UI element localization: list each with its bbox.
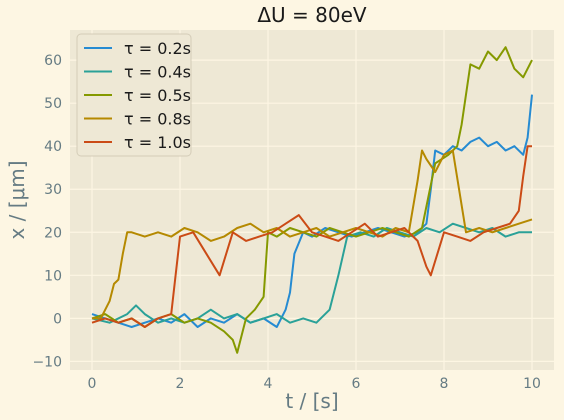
x-tick-label: 6	[352, 376, 361, 392]
x-tick-label: 0	[88, 376, 97, 392]
y-tick-label: 10	[44, 268, 62, 284]
y-tick-label: 20	[44, 225, 62, 241]
chart-title: ΔU = 80eV	[257, 3, 367, 27]
y-tick-label: 0	[53, 311, 62, 327]
y-tick-label: 60	[44, 53, 62, 69]
legend-box	[76, 33, 192, 157]
legend-label-3: τ = 0.8s	[124, 110, 191, 129]
legend-label-2: τ = 0.5s	[124, 86, 191, 105]
x-tick-label: 10	[523, 376, 541, 392]
legend-label-1: τ = 0.4s	[124, 63, 191, 82]
x-tick-label: 8	[440, 376, 449, 392]
x-tick-label: 4	[264, 376, 273, 392]
y-tick-label: 50	[44, 96, 62, 112]
legend-label-4: τ = 1.0s	[124, 133, 191, 152]
y-tick-label: −10	[32, 354, 62, 370]
series-line-2	[91, 46, 533, 354]
legend: τ = 0.2s τ = 0.4s τ = 0.5s τ = 0.8s τ = 1.0s	[76, 33, 192, 157]
series-line-1	[91, 222, 532, 324]
series-line-3	[92, 149, 533, 320]
y-tick-label: 30	[44, 182, 62, 198]
series-layer	[91, 46, 533, 354]
ticks: 0 2 4 6 8 10 −10 0 10 20 30 40 50 60	[32, 53, 540, 392]
y-tick-label: 40	[44, 139, 62, 155]
y-axis-label: x / [μm]	[5, 160, 29, 239]
x-axis-label: t / [s]	[285, 389, 338, 413]
x-tick-label: 2	[176, 376, 185, 392]
series-line-0	[91, 94, 533, 328]
legend-label-0: τ = 0.2s	[124, 39, 191, 58]
series-line-4	[91, 145, 532, 328]
